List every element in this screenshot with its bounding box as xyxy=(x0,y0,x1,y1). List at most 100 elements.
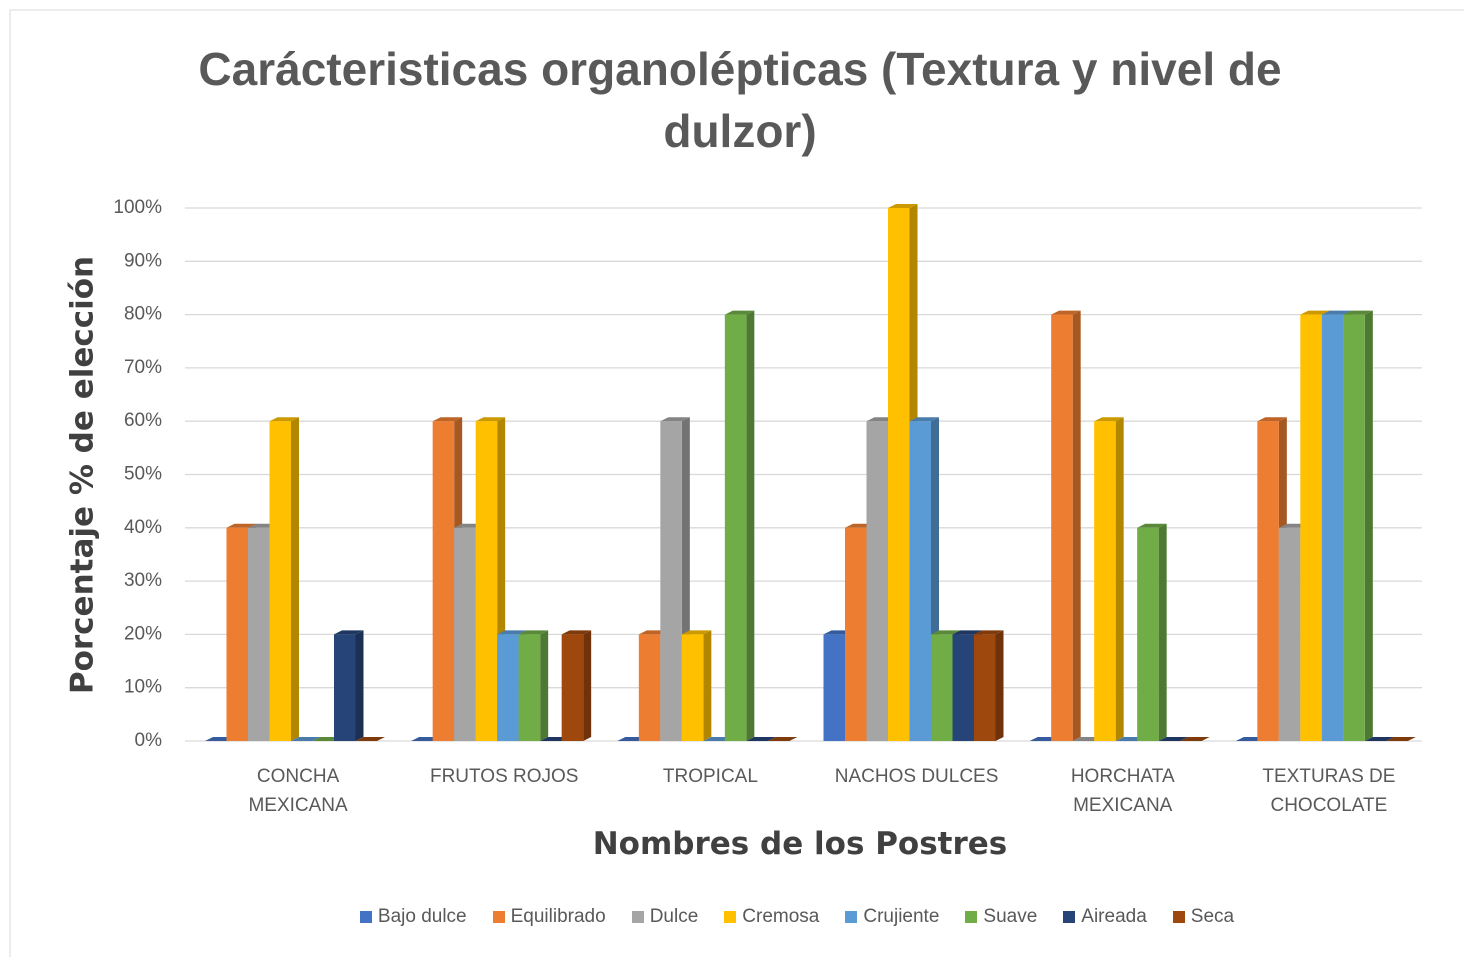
x-tick-label: FRUTOS ROJOS xyxy=(429,766,579,787)
bar-top xyxy=(355,737,385,741)
x-axis-title: Nombres de los Postres xyxy=(592,826,1008,862)
chart-title: Carácteristicas organolépticas (Textura … xyxy=(198,43,1282,157)
bar xyxy=(269,421,291,741)
bar-top xyxy=(974,630,1004,635)
legend-swatch xyxy=(1172,911,1185,923)
bar xyxy=(866,421,888,741)
legend-swatch xyxy=(724,911,737,923)
legend-item: Bajo dulce xyxy=(359,906,467,928)
legend: Bajo dulce Equilibrado Dulce Cremosa Crujien… xyxy=(0,906,1464,928)
x-tick-label: NACHOS DULCES xyxy=(834,766,999,787)
legend-label: Bajo dulce xyxy=(377,906,467,927)
legend-label: Equilibrado xyxy=(510,906,606,927)
y-tick-label: 40% xyxy=(124,517,162,538)
bar xyxy=(1051,314,1073,741)
bar-side xyxy=(1072,310,1081,741)
y-tick-label: 50% xyxy=(124,464,162,485)
legend-item: Dulce xyxy=(631,906,699,928)
bar-side xyxy=(291,417,299,741)
bar xyxy=(475,421,498,741)
bar xyxy=(974,634,996,741)
bar xyxy=(1321,314,1344,741)
bar-top xyxy=(1051,310,1081,315)
bar-top xyxy=(291,737,321,741)
bar-side xyxy=(1115,417,1124,741)
bar-top xyxy=(888,204,918,208)
legend-item: Seca xyxy=(1172,906,1235,928)
bar-top xyxy=(1386,737,1416,741)
x-tick-label: TROPICAL xyxy=(662,766,758,787)
y-tick-label: 90% xyxy=(124,250,162,271)
bar-side xyxy=(703,630,712,741)
legend-label: Dulce xyxy=(649,906,699,927)
bar xyxy=(638,634,661,741)
legend-label: Suave xyxy=(983,906,1038,927)
bar-top xyxy=(269,417,299,422)
bar xyxy=(432,421,455,741)
bar xyxy=(1343,314,1365,741)
bar-top xyxy=(724,310,755,315)
legend-item: Equilibrado xyxy=(492,906,606,928)
bar-side xyxy=(355,630,364,741)
bar xyxy=(1094,421,1116,741)
legend-item: Cremosa xyxy=(724,906,819,928)
legend-swatch xyxy=(1063,911,1076,923)
legend-swatch xyxy=(965,911,978,923)
bar-top xyxy=(767,737,798,741)
bar-top xyxy=(497,630,527,635)
bar xyxy=(334,634,356,741)
bar xyxy=(823,634,845,741)
bar xyxy=(909,421,931,741)
legend-swatch xyxy=(492,911,505,923)
bar-top xyxy=(1180,737,1210,741)
legend-item: Crujiente xyxy=(845,906,939,928)
bar xyxy=(1278,527,1301,741)
y-tick-label: 20% xyxy=(124,623,162,644)
y-tick-label: 60% xyxy=(124,410,162,431)
bar-side xyxy=(1158,523,1167,741)
bar-top xyxy=(1094,417,1124,422)
legend-swatch xyxy=(359,911,372,923)
bar xyxy=(724,314,747,741)
bar xyxy=(454,527,476,741)
bar xyxy=(931,634,953,741)
bar xyxy=(1257,421,1279,741)
bar-side xyxy=(995,630,1004,741)
chart-border xyxy=(9,9,1464,957)
bar-top xyxy=(952,630,982,635)
bar xyxy=(248,527,270,741)
x-tick-label: HORCHATA MEXICANA xyxy=(1070,766,1175,816)
bar xyxy=(888,208,910,741)
bar xyxy=(952,634,974,741)
bar xyxy=(226,527,248,741)
bar xyxy=(497,634,519,741)
bar-top xyxy=(226,523,256,528)
bar-top xyxy=(1343,310,1373,315)
bar-side xyxy=(540,630,549,741)
legend-label: Cremosa xyxy=(742,906,820,927)
bar-side xyxy=(583,630,592,741)
bar-top xyxy=(334,630,364,635)
bar-top xyxy=(681,630,712,635)
bar-top xyxy=(518,630,549,635)
bar-top xyxy=(1158,737,1189,741)
legend-item: Aireada xyxy=(1063,906,1147,928)
legend-swatch xyxy=(845,911,858,923)
y-tick-label: 10% xyxy=(124,677,162,698)
bar-top xyxy=(432,417,463,422)
legend-item: Suave xyxy=(965,906,1037,928)
bar-top xyxy=(561,630,592,635)
bar-side xyxy=(1364,310,1373,741)
legend-label: Aireada xyxy=(1081,906,1147,927)
bar-top xyxy=(660,417,690,422)
bar xyxy=(1137,527,1159,741)
bar-top xyxy=(1364,737,1395,741)
legend-label: Seca xyxy=(1190,906,1235,927)
bar-side xyxy=(746,310,755,741)
bar-top xyxy=(1300,310,1330,315)
x-tick-label: CONCHA MEXICANA xyxy=(248,766,348,816)
bar xyxy=(681,634,704,741)
y-tick-label: 0% xyxy=(135,730,163,751)
bar-top xyxy=(1257,417,1287,422)
